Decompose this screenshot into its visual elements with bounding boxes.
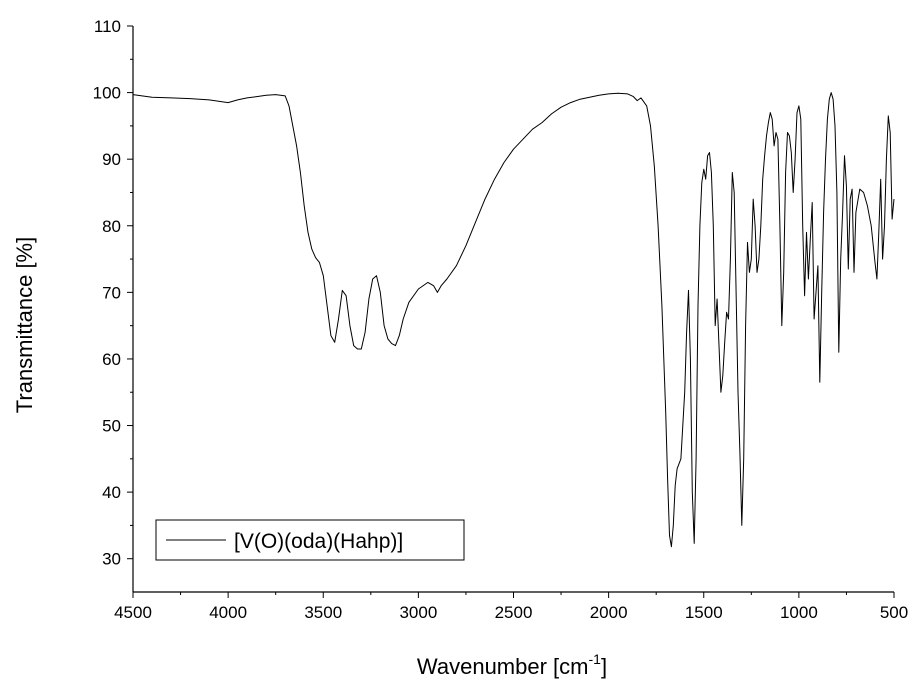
y-axis-title: Transmittance [%] (12, 237, 37, 413)
axes (132, 26, 894, 593)
y-tick-label: 30 (102, 550, 121, 569)
x-axis-title-suffix: ] (601, 654, 607, 679)
spectrum-line (132, 92, 895, 548)
y-tick-label: 110 (94, 17, 121, 36)
y-tick-label: 100 (93, 84, 121, 103)
y-tick-labels: 30 40 50 60 70 80 90 100 110 (93, 17, 121, 569)
x-tick-label: 1000 (780, 603, 818, 622)
y-tick-label: 90 (102, 150, 121, 169)
x-tick-labels: 4500 4000 3500 3000 2500 2000 1500 1000 500 (114, 603, 908, 622)
x-axis-title: Wavenumber [cm-1] (417, 651, 607, 679)
x-tick-label: 1500 (685, 603, 723, 622)
x-axis-title-main: Wavenumber [cm (417, 654, 589, 679)
x-axis-title-sup: -1 (589, 651, 602, 667)
y-tick-label: 50 (102, 417, 121, 436)
x-tick-label: 500 (880, 603, 908, 622)
y-tick-label: 70 (102, 283, 121, 302)
legend-label: [V(O)(oda)(Hahp)] (234, 530, 403, 553)
x-tick-label: 3000 (399, 603, 437, 622)
x-tick-label: 2500 (495, 603, 533, 622)
tick-marks (127, 25, 895, 598)
x-tick-label: 3500 (304, 603, 342, 622)
y-tick-label: 80 (102, 217, 121, 236)
legend: [V(O)(oda)(Hahp)] (155, 519, 465, 561)
x-tick-label: 2000 (590, 603, 628, 622)
y-tick-label: 60 (102, 350, 121, 369)
x-tick-label: 4500 (114, 603, 152, 622)
y-tick-label: 40 (102, 483, 121, 502)
series (132, 92, 895, 548)
x-tick-label: 4000 (209, 603, 247, 622)
